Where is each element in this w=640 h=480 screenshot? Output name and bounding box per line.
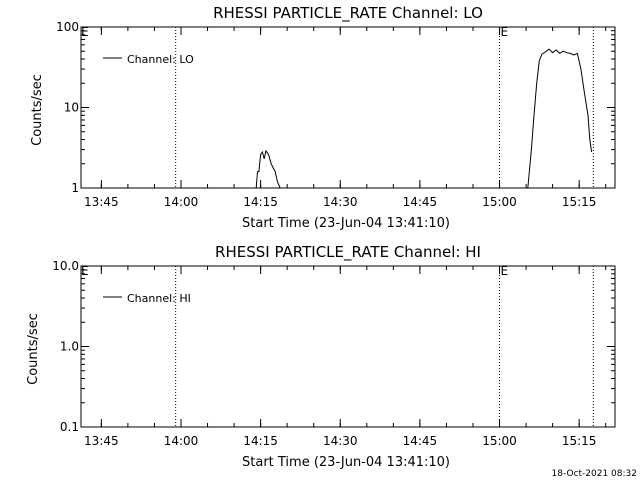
x-tick-label: 14:15 [243,434,278,448]
y-axis-label: Counts/sec [30,74,45,146]
x-tick-label: 14:45 [403,195,438,209]
chart-title: RHESSI PARTICLE_RATE Channel: HI [215,243,481,262]
legend-entry: Channel: LO [127,53,194,66]
x-tick-label: 14:45 [403,434,438,448]
x-axis-label: Start Time (23-Jun-04 13:41:10) [242,216,450,231]
lo-channel-panel: RHESSI PARTICLE_RATE Channel: LO Counts/… [30,4,616,231]
footer-timestamp: 18-Oct-2021 08:32 [552,469,637,479]
x-tick-label: 14:15 [243,195,278,209]
x-tick-label: 14:00 [164,195,199,209]
x-axis-label: Start Time (23-Jun-04 13:41:10) [242,455,450,470]
x-tick-label: 13:45 [84,434,119,448]
y-tick-label: 1.0 [60,340,79,354]
event-marker-label: E [501,264,509,278]
x-tick-label: 15:00 [482,195,517,209]
x-tick-label: 15:15 [562,434,597,448]
x-tick-label: 14:30 [323,434,358,448]
y-tick-label: 10.0 [52,259,79,273]
y-tick-label: 10 [64,101,79,115]
legend-entry: Channel: HI [127,292,191,305]
x-tick-label: 14:00 [164,434,199,448]
event-marker-label: E [501,25,509,39]
x-tick-label: 14:30 [323,195,358,209]
series-line-channel-lo [255,149,281,189]
y-axis-label: Counts/sec [26,313,41,385]
plot-frame [80,265,616,428]
y-tick-label: 1 [71,181,79,195]
y-tick-label: 100 [56,20,79,34]
corner-mark: E [81,25,89,39]
y-tick-label: 0.1 [60,420,79,434]
series-line-channel-lo [527,48,593,189]
x-tick-label: 13:45 [84,195,119,209]
x-tick-label: 15:15 [562,195,597,209]
corner-mark: E [81,264,89,278]
chart-title: RHESSI PARTICLE_RATE Channel: LO [213,4,483,23]
x-tick-label: 15:00 [482,434,517,448]
hi-channel-panel: RHESSI PARTICLE_RATE Channel: HI Counts/… [26,243,616,470]
